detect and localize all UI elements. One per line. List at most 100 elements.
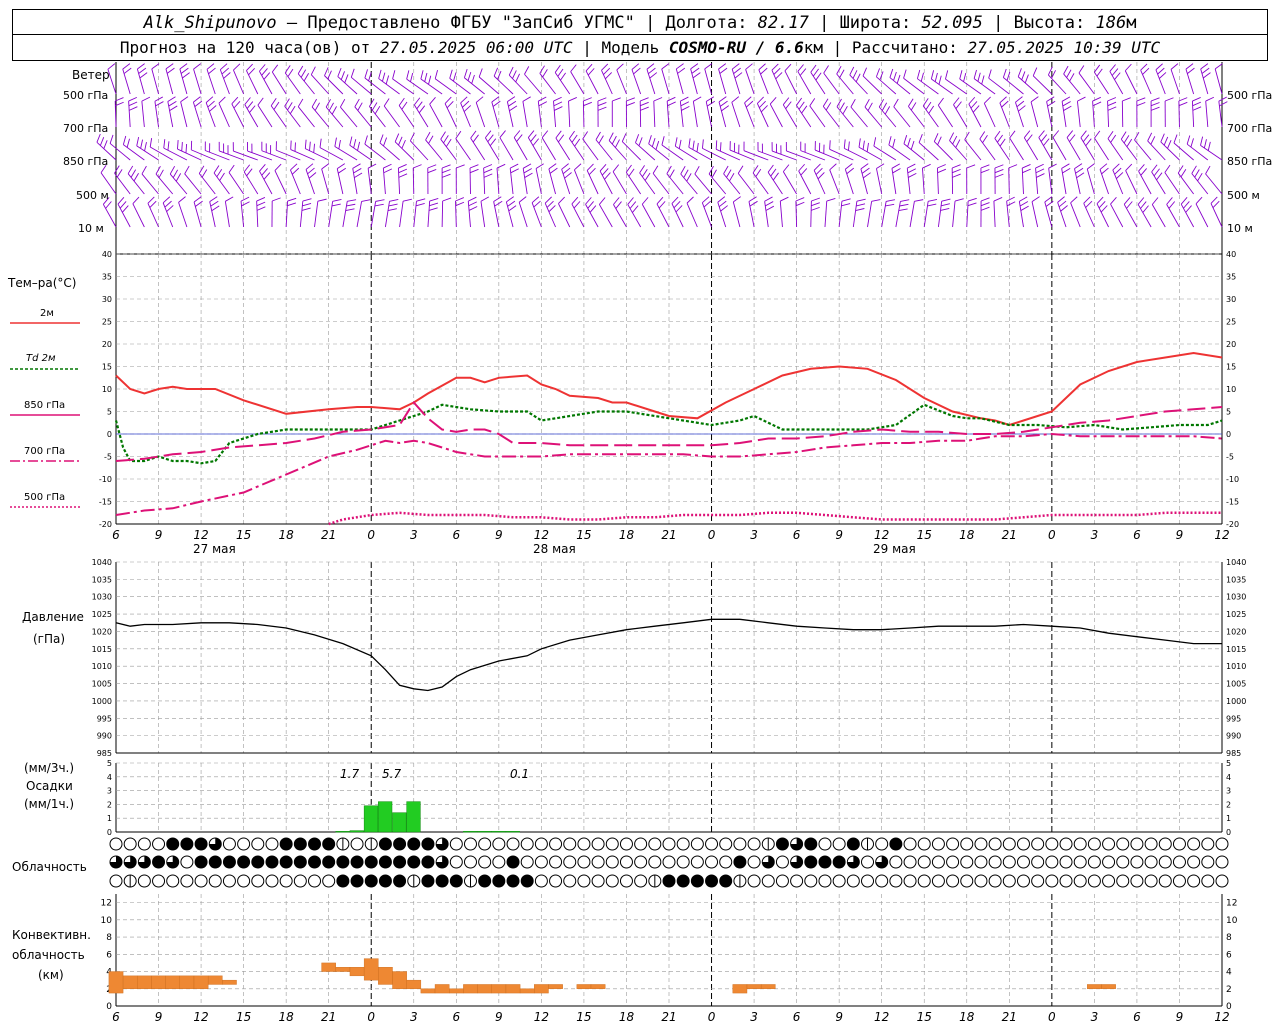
wind-barb-feather	[586, 163, 594, 171]
pressure-panel-ytick-left: 1020	[92, 627, 112, 636]
wind-barb-feather	[1192, 97, 1201, 102]
cloud-outline	[1059, 837, 1073, 851]
wind-barb-feather	[922, 163, 931, 169]
wind-barb	[810, 197, 821, 228]
wind-barb-feather	[875, 68, 880, 77]
wind-barb-feather	[538, 101, 548, 107]
wind-barb-feather	[1123, 197, 1131, 205]
wind-barb-shaft	[270, 105, 287, 128]
wind-barb-feather	[980, 164, 990, 169]
wind-barb-shaft	[364, 143, 386, 161]
wind-barb-shaft	[1151, 204, 1166, 228]
wind-barb-shaft	[178, 202, 188, 228]
wind-barb	[1031, 196, 1040, 228]
wind-barb-feather	[305, 163, 314, 170]
wind-barb	[951, 164, 961, 195]
cloud-overcast	[265, 855, 279, 869]
wind-barb	[558, 196, 571, 228]
wind-barb	[506, 96, 518, 128]
wind-barb-feather	[587, 201, 594, 209]
wind-barb	[737, 165, 755, 195]
wind-barb-shaft	[410, 140, 429, 161]
wind-barb-feather	[639, 165, 645, 174]
wind-barb-feather	[1006, 71, 1011, 81]
wind-barb	[694, 166, 712, 195]
cloud-circle	[960, 837, 974, 851]
wind-barb-feather	[671, 196, 679, 204]
computed-time: 27.05.2025 10:39 UTC	[967, 38, 1161, 57]
cloud-overcast	[435, 874, 449, 888]
wind-barb-feather	[933, 133, 939, 142]
wind-barb-shaft	[876, 168, 883, 195]
cloud-circle	[846, 855, 860, 869]
wind-barb	[979, 131, 996, 161]
temp-panel-ytick-left: 5	[107, 408, 112, 417]
wind-barb-shaft	[379, 142, 400, 161]
wind-barb-shaft	[114, 172, 131, 195]
wind-barb	[597, 97, 607, 128]
cloud-outline	[1002, 855, 1016, 869]
wind-barb-feather	[881, 102, 888, 111]
wind-barb-feather	[797, 64, 804, 72]
wind-barb-feather	[507, 200, 516, 207]
wind-barb-feather	[574, 138, 581, 147]
wind-barb-shaft	[599, 170, 613, 195]
wind-barb-feather	[398, 173, 408, 178]
wind-barb-feather	[1158, 72, 1167, 79]
wind-barb-feather	[512, 70, 517, 79]
wind-barb-feather	[109, 134, 114, 144]
cloud-circle	[1201, 874, 1215, 888]
cloud-outline	[463, 855, 477, 869]
wind-barb	[420, 70, 443, 95]
cloud-circle	[676, 837, 690, 851]
wind-barb	[952, 198, 964, 228]
wind-barb-feather	[324, 67, 329, 76]
wind-barb	[980, 164, 990, 195]
wind-barb	[271, 64, 287, 95]
wind-barb	[470, 130, 486, 161]
wind-barb-shaft	[994, 138, 1010, 161]
wind-barb-feather	[885, 203, 895, 207]
wind-barb	[930, 70, 953, 95]
wind-barb-feather	[317, 198, 327, 202]
wind-barb-feather	[273, 101, 280, 110]
wind-barb-feather	[398, 164, 407, 169]
wind-barb	[1134, 131, 1152, 161]
wind-barb	[903, 135, 925, 161]
wind-barb-shaft	[573, 169, 585, 195]
wind-barb-shaft	[321, 168, 330, 195]
wind-barb-shaft	[1052, 137, 1067, 161]
cloud-outline	[1201, 874, 1215, 888]
cloud-circle	[449, 837, 463, 851]
cloud-circle	[577, 874, 591, 888]
wind-barb	[745, 63, 755, 95]
cloud-circle	[378, 874, 392, 888]
wind-barb-feather	[1061, 96, 1071, 102]
cloud-outline	[917, 837, 931, 851]
wind-barb	[132, 196, 145, 228]
wind-barb-feather	[705, 96, 715, 102]
cloud-circle	[449, 874, 463, 888]
wind-barb-feather	[589, 205, 597, 213]
cloud-circle	[903, 874, 917, 888]
wind-barb-shaft	[257, 104, 273, 128]
wind-barb-feather	[771, 63, 779, 71]
wind-barb-shaft	[290, 169, 301, 195]
wind-barb-feather	[1195, 196, 1203, 205]
cloud-overcast	[775, 837, 789, 851]
wind-barb	[379, 134, 400, 161]
wind-barb	[412, 164, 422, 195]
wind-barb-feather	[557, 68, 564, 77]
wind-barb-feather	[1107, 101, 1117, 107]
wind-barb-shaft	[244, 104, 259, 128]
conv-xtick-label: 0	[708, 1010, 716, 1024]
wind-barb-feather	[469, 164, 479, 169]
wind-barb-feather	[582, 131, 589, 140]
wind-barb-feather	[374, 105, 381, 115]
wind-barb-feather	[1002, 68, 1007, 78]
wind-barb-feather	[733, 67, 741, 74]
cloud-circle	[648, 874, 662, 888]
wind-barb-feather	[1203, 139, 1207, 149]
wind-barb-shaft	[539, 73, 556, 95]
wind-barb-feather	[782, 97, 790, 105]
